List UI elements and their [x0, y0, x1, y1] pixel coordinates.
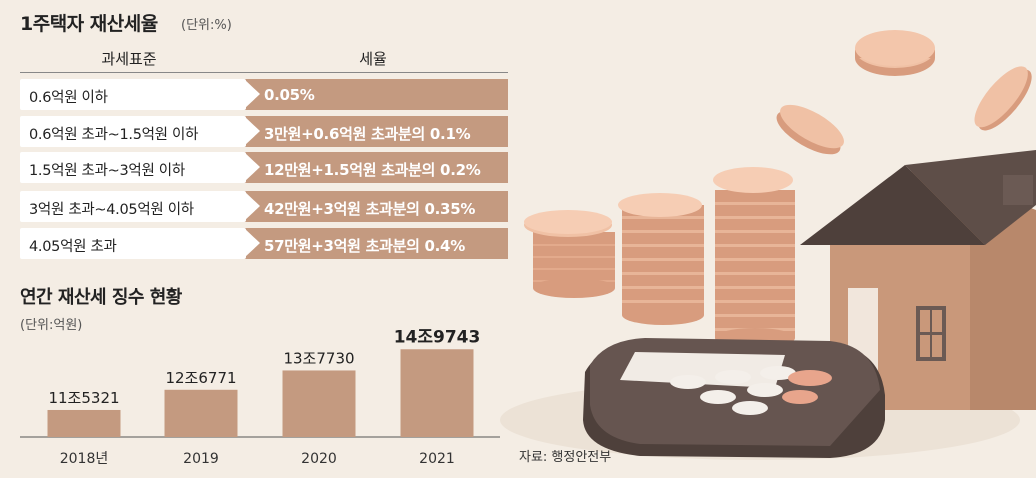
row-arrow [244, 116, 260, 146]
tax-bracket: 0.6억원 초과~1.5억원 이하 [29, 127, 199, 143]
x-tick-label: 2019 [183, 451, 219, 467]
chart-title: 연간 재산세 징수 현황 [20, 287, 182, 308]
row-arrow [244, 79, 260, 109]
bar-value-label: 14조9743 [394, 327, 481, 347]
chart-bar [400, 349, 474, 437]
tax-rate: 12만원+1.5억원 초과분의 0.2% [264, 161, 481, 179]
table-header-divider [20, 72, 508, 73]
falling-coin-icon [776, 104, 844, 155]
tax-bracket: 1.5억원 초과~3억원 이하 [29, 163, 185, 179]
bar-value-label: 13조7730 [283, 349, 354, 367]
table-header-bracket: 과세표준 [101, 50, 157, 68]
x-tick-label: 2018년 [60, 451, 109, 467]
tax-bracket: 3억원 초과~4.05억원 이하 [29, 202, 194, 218]
tax-rate: 42만원+3억원 초과분의 0.35% [264, 200, 476, 218]
chart-bar [164, 389, 238, 437]
table-row: 4.05억원 초과 57만원+3억원 초과분의 0.4% [20, 228, 508, 259]
tax-rate: 3만원+0.6억원 초과분의 0.1% [264, 125, 471, 143]
table-row: 0.6억원 이하 0.05% [20, 79, 508, 110]
falling-coin-icon [855, 30, 935, 76]
tax-bracket: 0.6억원 이하 [29, 90, 108, 106]
x-tick-label: 2020 [301, 451, 337, 467]
bar-value-label: 11조5321 [48, 389, 119, 407]
table-row: 3억원 초과~4.05억원 이하 42만원+3억원 초과분의 0.35% [20, 191, 508, 222]
table-row: 1.5억원 초과~3억원 이하 12만원+1.5억원 초과분의 0.2% [20, 152, 508, 183]
tax-bracket: 4.05억원 초과 [29, 239, 117, 255]
chart-bar [282, 370, 356, 437]
table-row: 0.6억원 초과~1.5억원 이하 3만원+0.6억원 초과분의 0.1% [20, 116, 508, 147]
house-icon [800, 150, 1036, 410]
chart-bar [47, 409, 121, 437]
x-tick-label: 2021 [419, 451, 455, 467]
row-arrow [244, 152, 260, 182]
title-unit: (단위:%) [181, 18, 232, 33]
chart-unit: (단위:억원) [20, 318, 83, 333]
falling-coin-icon [974, 66, 1032, 131]
tax-rate: 57만원+3억원 초과분의 0.4% [264, 237, 465, 255]
row-arrow [244, 228, 260, 258]
coin-stack-icon [524, 210, 615, 298]
source-note: 자료: 행정안전부 [519, 450, 612, 465]
page-title: 1주택자 재산세율 [20, 13, 158, 35]
tax-rate: 0.05% [264, 86, 315, 104]
coin-stack-icon [618, 193, 704, 325]
table-header-rate: 세율 [359, 50, 387, 68]
calculator-icon [583, 338, 885, 458]
row-arrow [244, 191, 260, 221]
bar-value-label: 12조6771 [165, 369, 236, 387]
